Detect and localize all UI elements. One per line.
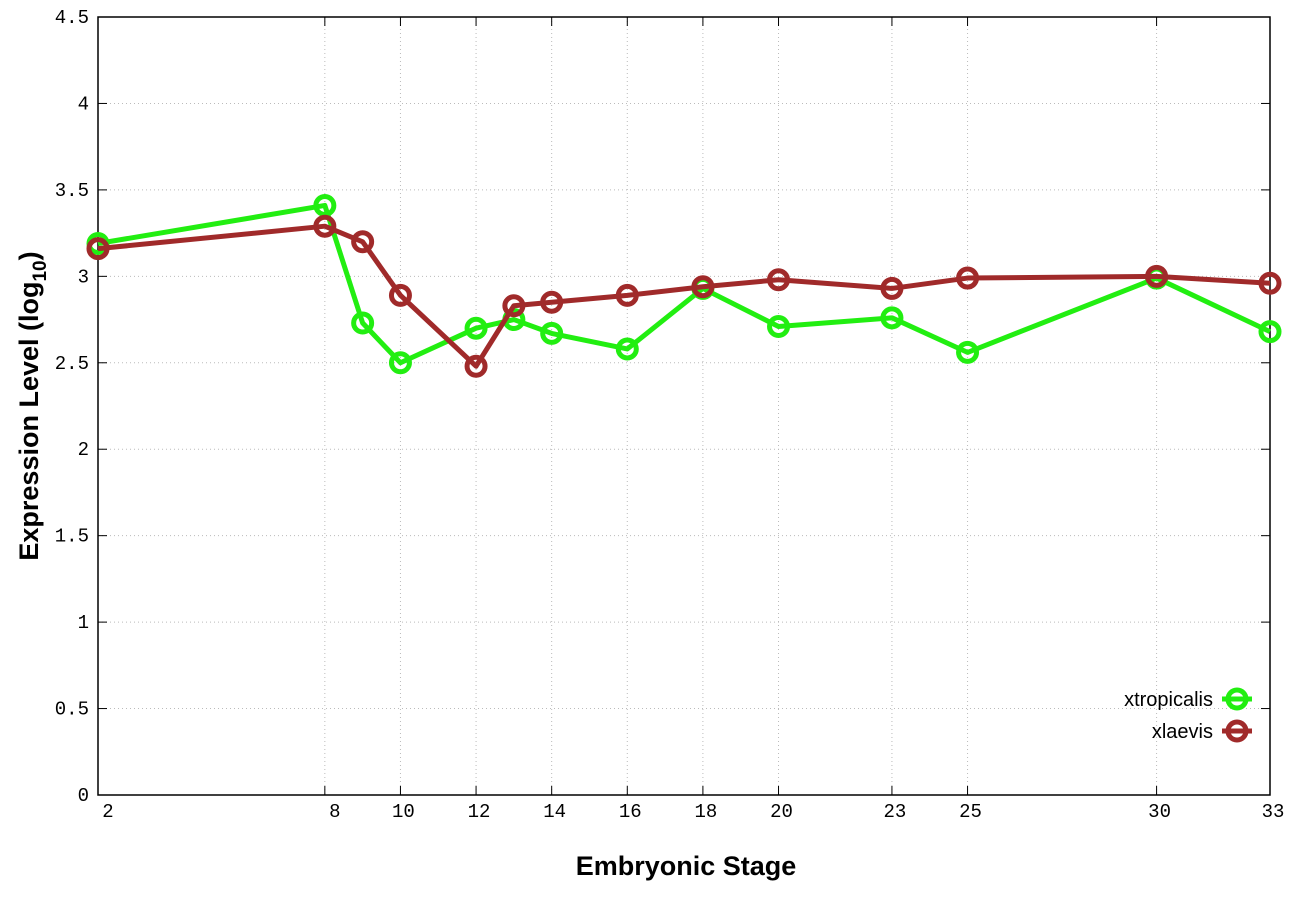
data-point (691, 275, 715, 299)
x-tick-label: 8 (329, 801, 340, 823)
y-axis-label: Expression Level (log10) (14, 251, 51, 560)
x-tick-label: 14 (543, 801, 566, 823)
x-tick-label: 12 (468, 801, 491, 823)
legend: xtropicalis xlaevis (1124, 687, 1252, 743)
y-tick-label: 0 (78, 785, 89, 807)
y-axis-label-sub: 10 (30, 260, 51, 281)
data-point (767, 314, 791, 338)
data-point (313, 214, 337, 238)
x-axis-label: Embryonic Stage (576, 851, 797, 881)
series-group (86, 193, 1282, 378)
y-tick-label: 4.5 (55, 7, 89, 29)
legend-label: xtropicalis (1124, 689, 1213, 711)
data-point (1258, 320, 1282, 344)
legend-label: xlaevis (1152, 721, 1213, 743)
y-tick-label: 3 (78, 266, 89, 288)
data-point (464, 354, 488, 378)
series-line (97, 223, 1271, 369)
data-point (1258, 271, 1282, 295)
data-point (880, 306, 904, 330)
y-axis-label-main: Expression Level (log (14, 282, 44, 561)
data-point (540, 290, 564, 314)
plot-frame (97, 16, 1271, 796)
x-tick-label: 25 (959, 801, 982, 823)
data-point (956, 266, 980, 290)
series-xtropicalis (86, 193, 1282, 375)
data-point (351, 230, 375, 254)
data-point (313, 193, 337, 217)
data-point (880, 276, 904, 300)
y-tick-label: 2.5 (55, 353, 89, 375)
data-point (956, 340, 980, 364)
data-point (615, 337, 639, 361)
data-point (1145, 264, 1169, 288)
x-tick-label: 16 (619, 801, 642, 823)
legend-swatch-marker (1225, 687, 1249, 711)
data-point (540, 321, 564, 345)
y-tick-label: 0.5 (55, 699, 89, 721)
grid (97, 16, 1271, 796)
y-tick-label: 4 (78, 93, 89, 115)
data-point (86, 237, 110, 261)
x-axis: 2 8 10 12 14 16 18 20 23 25 30 33 (97, 17, 1285, 823)
series-xlaevis (86, 214, 1282, 378)
data-point (464, 316, 488, 340)
y-tick-label: 2 (78, 439, 89, 461)
data-point (388, 351, 412, 375)
x-tick-label: 33 (1262, 801, 1285, 823)
data-point (351, 311, 375, 335)
y-tick-label: 1.5 (55, 526, 89, 548)
data-point (767, 268, 791, 292)
legend-swatch-marker (1225, 719, 1249, 743)
data-point (388, 283, 412, 307)
y-tick-label: 1 (78, 612, 89, 634)
data-point (502, 294, 526, 318)
y-axis: 0 0.5 1 1.5 2 2.5 3 3.5 4 4.5 (55, 7, 1270, 807)
data-point (615, 283, 639, 307)
x-tick-label: 20 (770, 801, 793, 823)
x-tick-label: 18 (694, 801, 717, 823)
x-tick-label: 30 (1148, 801, 1171, 823)
y-tick-label: 3.5 (55, 180, 89, 202)
x-tick-label: 10 (392, 801, 415, 823)
x-tick-label: 23 (884, 801, 907, 823)
x-tick-label: 2 (102, 801, 113, 823)
y-axis-label-close: ) (14, 251, 44, 260)
